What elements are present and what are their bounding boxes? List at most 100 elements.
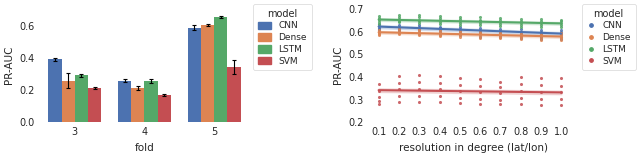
Point: [435, 15, 445, 17]
Point: [435, 28, 445, 31]
Point: [414, 26, 424, 29]
Point: [475, 31, 485, 34]
Point: [536, 22, 546, 24]
Point: [556, 39, 566, 41]
Point: [394, 101, 404, 103]
Point: [394, 24, 404, 26]
Point: [516, 30, 526, 33]
Point: [374, 83, 384, 85]
Point: [475, 30, 485, 32]
Point: [454, 34, 465, 36]
Point: [516, 38, 526, 41]
Point: [475, 27, 485, 29]
Point: [475, 33, 485, 35]
Point: [516, 90, 526, 92]
Point: [536, 97, 546, 100]
Point: [475, 16, 485, 19]
Point: [495, 92, 506, 95]
Point: [495, 25, 506, 27]
Bar: [118, 81, 131, 122]
Point: [516, 35, 526, 37]
Point: [414, 101, 424, 103]
Point: [394, 13, 404, 16]
Y-axis label: PR-AUC: PR-AUC: [333, 45, 342, 84]
Point: [475, 29, 485, 32]
Point: [536, 28, 546, 31]
Point: [536, 20, 546, 22]
Legend: CNN, Dense, LSTM, SVM: CNN, Dense, LSTM, SVM: [253, 4, 312, 70]
Point: [414, 16, 424, 19]
Point: [516, 37, 526, 40]
Point: [495, 37, 506, 40]
Point: [374, 17, 384, 19]
Point: [414, 20, 424, 23]
Point: [536, 26, 546, 28]
Point: [414, 28, 424, 31]
Point: [435, 19, 445, 22]
Point: [414, 14, 424, 16]
Point: [556, 31, 566, 33]
Point: [374, 22, 384, 25]
Point: [495, 86, 506, 88]
Bar: [145, 81, 157, 122]
X-axis label: fold: fold: [134, 143, 154, 153]
Point: [516, 33, 526, 35]
Point: [536, 31, 546, 33]
Point: [374, 29, 384, 32]
Bar: [75, 75, 88, 122]
Point: [556, 103, 566, 106]
Point: [394, 27, 404, 29]
Point: [536, 90, 546, 93]
Point: [394, 30, 404, 33]
Point: [556, 33, 566, 35]
Point: [374, 33, 384, 35]
Point: [516, 97, 526, 99]
Point: [495, 36, 506, 38]
Point: [516, 76, 526, 78]
Point: [394, 30, 404, 33]
Point: [454, 102, 465, 104]
Point: [475, 18, 485, 21]
Point: [435, 30, 445, 32]
Point: [536, 31, 546, 34]
Point: [495, 35, 506, 38]
Point: [495, 80, 506, 83]
Point: [454, 31, 465, 33]
Point: [374, 19, 384, 22]
Point: [516, 31, 526, 33]
Point: [495, 23, 506, 25]
Y-axis label: PR-AUC: PR-AUC: [4, 45, 14, 84]
Point: [454, 32, 465, 34]
Point: [414, 29, 424, 32]
Point: [454, 30, 465, 32]
Point: [495, 21, 506, 23]
Point: [374, 31, 384, 34]
Point: [495, 32, 506, 35]
Point: [536, 33, 546, 35]
Point: [394, 21, 404, 24]
Point: [374, 27, 384, 29]
Bar: [157, 95, 171, 122]
Point: [536, 39, 546, 41]
Bar: [49, 59, 61, 122]
Point: [435, 33, 445, 36]
Point: [516, 34, 526, 37]
Bar: [131, 88, 145, 122]
Point: [435, 17, 445, 19]
Point: [374, 14, 384, 17]
Point: [536, 33, 546, 36]
Point: [475, 24, 485, 27]
Point: [475, 20, 485, 23]
Point: [435, 33, 445, 35]
Point: [495, 34, 506, 36]
Point: [454, 36, 465, 38]
Bar: [188, 28, 201, 122]
Point: [536, 24, 546, 27]
Point: [394, 95, 404, 97]
Point: [556, 29, 566, 32]
Point: [516, 17, 526, 20]
Point: [414, 24, 424, 27]
Point: [454, 24, 465, 26]
Point: [435, 31, 445, 33]
Point: [556, 77, 566, 79]
